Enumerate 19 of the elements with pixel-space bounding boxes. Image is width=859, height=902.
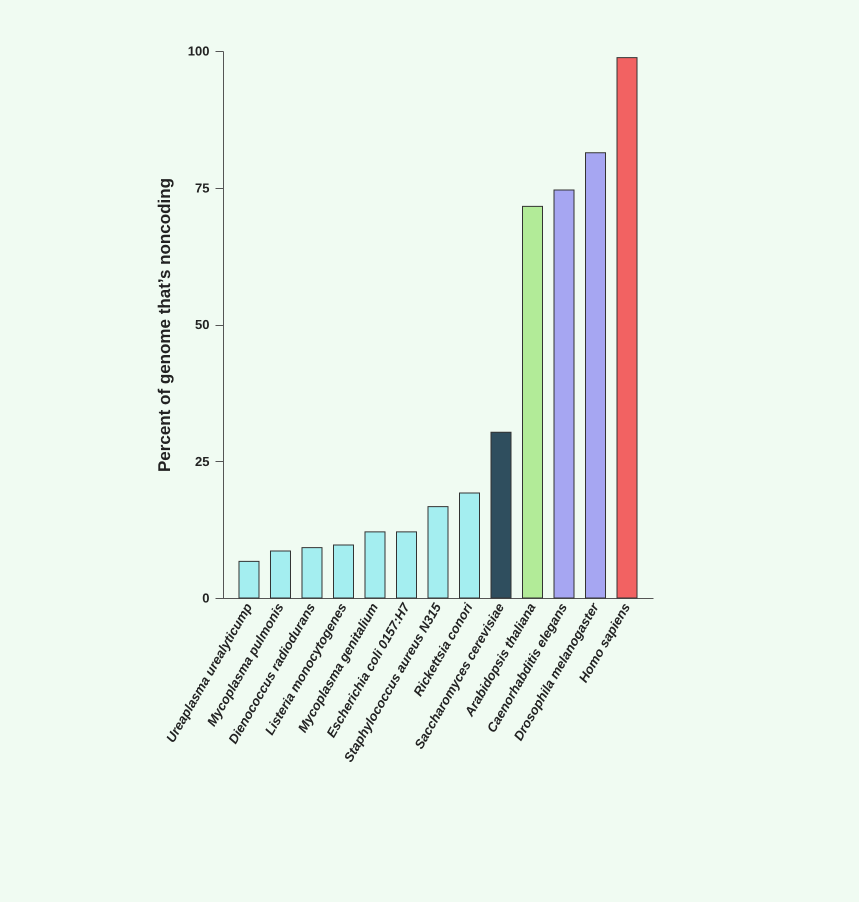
bar — [554, 189, 575, 598]
bar — [301, 547, 322, 598]
bar — [490, 432, 512, 598]
y-tick-label: 0 — [202, 590, 210, 606]
bar — [364, 531, 386, 598]
y-tick-label: 50 — [195, 317, 210, 332]
bar — [616, 57, 638, 598]
bar — [522, 206, 544, 598]
y-tick-label: 100 — [188, 44, 210, 58]
bar — [428, 506, 448, 598]
y-axis-title: Percent of genome that’s noncoding — [154, 178, 174, 472]
bar — [270, 550, 291, 598]
bar — [459, 492, 480, 598]
bar — [238, 560, 260, 598]
bar — [332, 544, 354, 598]
y-tick-label: 75 — [195, 180, 210, 196]
y-tick-label: 25 — [195, 454, 210, 469]
bar — [396, 531, 417, 598]
bar — [585, 152, 606, 598]
